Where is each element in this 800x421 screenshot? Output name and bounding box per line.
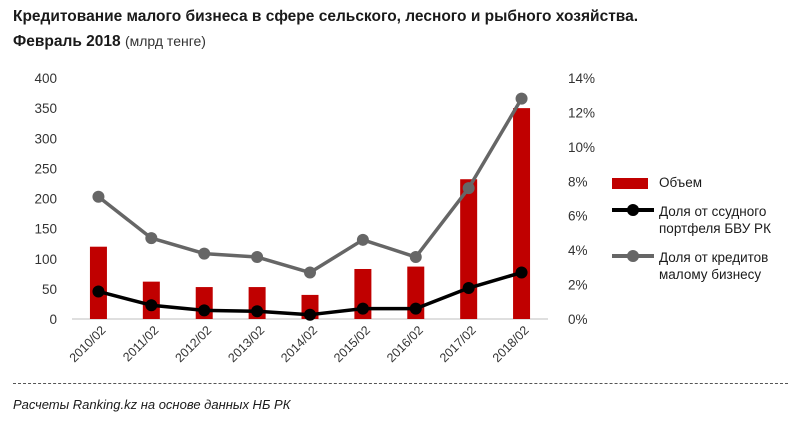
chart-subtitle: Февраль 2018 (млрд тенге) xyxy=(13,30,206,53)
point-sme-share xyxy=(304,266,316,279)
subtitle-period: Февраль 2018 xyxy=(13,33,121,50)
x-category-label: 2014/02 xyxy=(278,323,320,365)
legend-item-volume: Объем xyxy=(606,174,796,191)
bar-volume xyxy=(89,246,107,319)
y-left-tick-label: 0 xyxy=(49,312,57,327)
point-sme-share xyxy=(515,92,528,105)
x-category-label: 2013/02 xyxy=(225,323,267,365)
y-left-tick-label: 250 xyxy=(34,161,57,176)
y-left-tick-label: 300 xyxy=(34,131,57,146)
point-portfolio-share xyxy=(515,266,528,279)
chart-title: Кредитование малого бизнеса в сфере сель… xyxy=(13,8,639,25)
x-category-label: 2012/02 xyxy=(172,323,214,365)
y-right-tick-label: 14% xyxy=(568,71,595,86)
y-right-tick-label: 6% xyxy=(568,209,588,224)
y-left-tick-label: 400 xyxy=(34,71,57,86)
y-right-tick-label: 10% xyxy=(568,140,595,155)
y-left-tick-label: 50 xyxy=(42,282,57,297)
x-category-label: 2017/02 xyxy=(437,323,479,365)
x-category-label: 2018/02 xyxy=(490,323,532,365)
source-note: Расчеты Ranking.kz на основе данных НБ Р… xyxy=(13,397,291,412)
y-right-tick-label: 12% xyxy=(568,105,595,120)
legend-label-sme-share: Доля от кредитов малому бизнесу xyxy=(659,250,769,282)
y-right-tick-label: 0% xyxy=(568,312,588,327)
point-sme-share xyxy=(251,251,264,264)
line-sme-share xyxy=(97,97,524,275)
point-portfolio-share xyxy=(462,282,475,295)
y-right-tick-label: 4% xyxy=(568,243,588,258)
point-portfolio-share xyxy=(145,299,158,312)
point-portfolio-share xyxy=(198,304,211,317)
legend-label-volume: Объем xyxy=(659,175,703,190)
point-sme-share xyxy=(409,251,422,264)
point-sme-share xyxy=(356,233,369,246)
y-left-tick-label: 350 xyxy=(34,101,57,116)
line-series xyxy=(92,92,528,321)
y-right-tick-label: 8% xyxy=(568,174,588,189)
y-left-tick-label: 100 xyxy=(34,252,57,267)
point-portfolio-share xyxy=(92,285,105,298)
y-left-tick-label: 200 xyxy=(34,192,57,207)
point-sme-share xyxy=(462,182,475,195)
x-category-label: 2010/02 xyxy=(67,323,109,365)
point-portfolio-share xyxy=(304,308,316,321)
point-sme-share xyxy=(198,247,211,260)
subtitle-unit: (млрд тенге) xyxy=(124,33,206,49)
y-right-tick-label: 2% xyxy=(568,278,588,293)
x-category-label: 2011/02 xyxy=(120,323,161,364)
x-category-label: 2016/02 xyxy=(384,323,426,365)
point-sme-share xyxy=(92,190,105,203)
chart-legend: Объем Доля от ссудного портфеля БВУ РК Д… xyxy=(606,174,796,295)
point-sme-share xyxy=(145,232,158,245)
legend-swatch-sme-share xyxy=(612,250,654,262)
legend-swatch-volume xyxy=(612,178,648,189)
legend-label-portfolio-share: Доля от ссудного портфеля БВУ РК xyxy=(659,204,771,236)
legend-item-sme-share: Доля от кредитов малому бизнесу xyxy=(606,249,796,283)
point-portfolio-share xyxy=(356,302,369,315)
bar-volume xyxy=(513,108,531,319)
y-left-tick-label: 150 xyxy=(34,222,57,237)
legend-item-portfolio-share: Доля от ссудного портфеля БВУ РК xyxy=(606,203,796,237)
point-portfolio-share xyxy=(251,305,264,318)
bar-volume xyxy=(460,179,478,319)
x-category-label: 2015/02 xyxy=(331,323,373,365)
legend-swatch-portfolio-share xyxy=(612,204,654,216)
footer-divider xyxy=(13,383,788,384)
point-portfolio-share xyxy=(409,302,422,315)
